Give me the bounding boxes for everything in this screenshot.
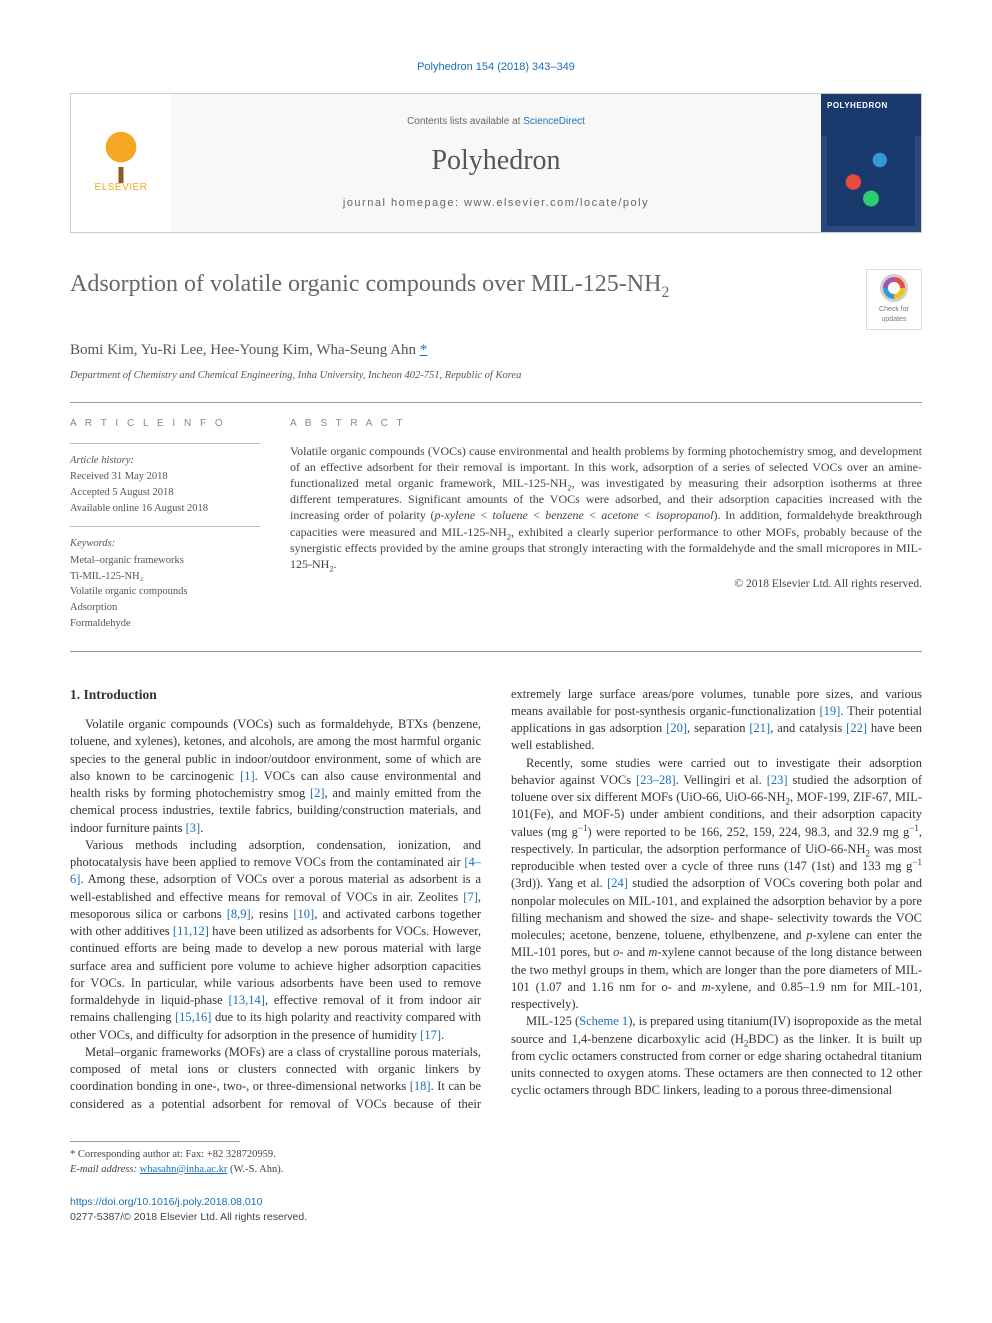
- corresponding-marker[interactable]: *: [420, 342, 428, 358]
- keyword: Formaldehyde: [70, 617, 260, 632]
- cover-art: [827, 116, 915, 227]
- keyword: Ti-MIL-125-NH₂: [70, 570, 260, 585]
- history-online: Available online 16 August 2018: [70, 502, 260, 517]
- divider: [70, 402, 922, 403]
- keyword: Volatile organic compounds: [70, 585, 260, 600]
- keyword: Adsorption: [70, 601, 260, 616]
- abstract-column: A B S T R A C T Volatile organic compoun…: [290, 417, 922, 633]
- history-accepted: Accepted 5 August 2018: [70, 486, 260, 501]
- keyword: Metal–organic frameworks: [70, 554, 260, 569]
- body-paragraph: Recently, some studies were carried out …: [511, 755, 922, 1014]
- history-heading: Article history:: [70, 454, 260, 469]
- footnote-rule: [70, 1141, 240, 1142]
- corresponding-email-link[interactable]: whasahn@inha.ac.kr: [140, 1164, 228, 1175]
- body-paragraph: Various methods including adsorption, co…: [70, 837, 481, 1044]
- cover-title: POLYHEDRON: [827, 100, 915, 111]
- corresponding-footnote: * Corresponding author at: Fax: +82 3287…: [70, 1148, 922, 1163]
- issn-copyright: 0277-5387/© 2018 Elsevier Ltd. All right…: [70, 1210, 922, 1225]
- crossmark-badge[interactable]: Check for updates: [866, 269, 922, 330]
- history-received: Received 31 May 2018: [70, 470, 260, 485]
- body-text: 1. Introduction Volatile organic compoun…: [70, 686, 922, 1113]
- publisher-logo: ELSEVIER: [71, 94, 171, 232]
- email-label: E-mail address:: [70, 1164, 137, 1175]
- journal-homepage: journal homepage: www.elsevier.com/locat…: [343, 196, 649, 211]
- journal-header: ELSEVIER Contents lists available at Sci…: [70, 93, 922, 233]
- journal-citation: Polyhedron 154 (2018) 343–349: [70, 60, 922, 75]
- article-info-heading: A R T I C L E I N F O: [70, 417, 260, 431]
- contents-prefix: Contents lists available at: [407, 116, 523, 127]
- abstract-text: Volatile organic compounds (VOCs) cause …: [290, 443, 922, 573]
- email-suffix: (W.-S. Ahn).: [230, 1164, 283, 1175]
- doi-block: https://doi.org/10.1016/j.poly.2018.08.0…: [70, 1195, 922, 1224]
- footnotes: * Corresponding author at: Fax: +82 3287…: [70, 1148, 922, 1177]
- authors-text: Bomi Kim, Yu-Ri Lee, Hee-Young Kim, Wha-…: [70, 342, 416, 358]
- header-center: Contents lists available at ScienceDirec…: [171, 94, 821, 232]
- divider: [70, 651, 922, 652]
- abstract-heading: A B S T R A C T: [290, 417, 922, 431]
- affiliation: Department of Chemistry and Chemical Eng…: [70, 369, 922, 384]
- sciencedirect-link[interactable]: ScienceDirect: [523, 116, 585, 127]
- author-list: Bomi Kim, Yu-Ri Lee, Hee-Young Kim, Wha-…: [70, 340, 922, 361]
- elsevier-tree-icon: [98, 131, 144, 177]
- article-info-column: A R T I C L E I N F O Article history: R…: [70, 417, 260, 633]
- body-paragraph: MIL-125 (Scheme 1), is prepared using ti…: [511, 1013, 922, 1099]
- publisher-name: ELSEVIER: [95, 181, 148, 195]
- email-footnote: E-mail address: whasahn@inha.ac.kr (W.-S…: [70, 1163, 922, 1178]
- crossmark-icon: [880, 274, 908, 302]
- doi-link[interactable]: https://doi.org/10.1016/j.poly.2018.08.0…: [70, 1196, 262, 1208]
- journal-name: Polyhedron: [431, 141, 560, 180]
- contents-available-line: Contents lists available at ScienceDirec…: [407, 115, 585, 129]
- crossmark-label: Check for updates: [879, 306, 909, 323]
- article-title: Adsorption of volatile organic compounds…: [70, 269, 846, 299]
- keywords-heading: Keywords:: [70, 537, 260, 552]
- body-paragraph: Volatile organic compounds (VOCs) such a…: [70, 716, 481, 837]
- journal-cover-thumbnail: POLYHEDRON: [821, 94, 921, 232]
- copyright-line: © 2018 Elsevier Ltd. All rights reserved…: [290, 576, 922, 592]
- section-heading: 1. Introduction: [70, 686, 481, 705]
